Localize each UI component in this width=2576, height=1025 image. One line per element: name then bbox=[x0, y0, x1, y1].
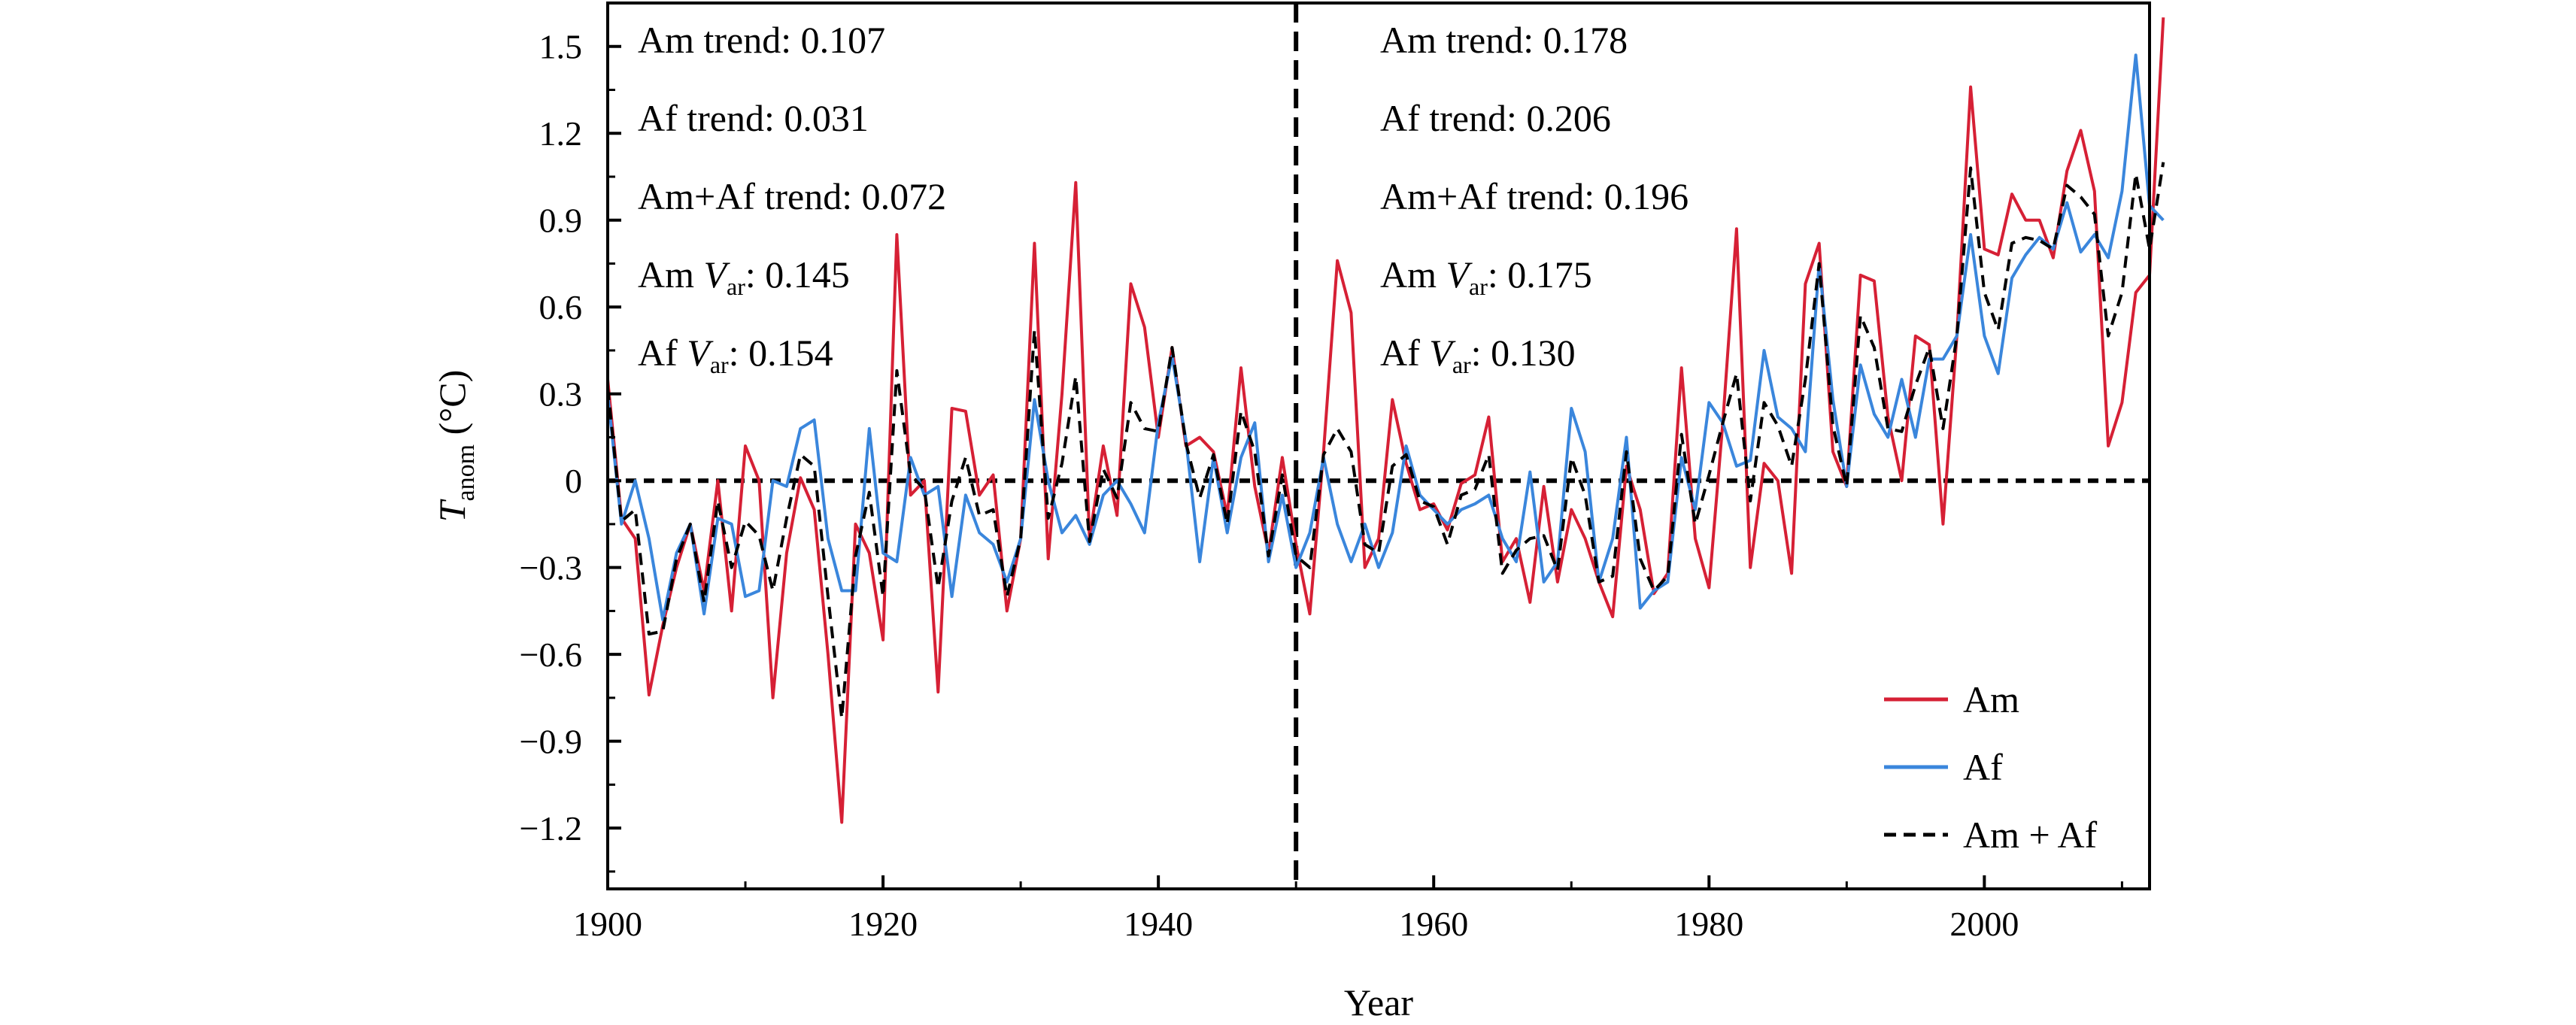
annotation-right-line-3: Am+Af trend: 0.196 bbox=[1380, 175, 1689, 217]
plot-frame bbox=[606, 2, 2151, 890]
x-tick-label: 1940 bbox=[1124, 905, 1193, 943]
y-axis-title: Tanom (°C) bbox=[431, 370, 480, 523]
y-tick-label: 0.3 bbox=[539, 375, 583, 414]
y-tick-label: −0.9 bbox=[520, 723, 582, 761]
x-axis-title: Year bbox=[1344, 981, 1413, 1021]
annotation-left-line-3: Am+Af trend: 0.072 bbox=[638, 175, 946, 217]
y-tick-label: 0.9 bbox=[539, 202, 583, 240]
annotation-left-line-5: Af Var: 0.154 bbox=[638, 332, 833, 378]
series-line-am_af bbox=[606, 162, 2165, 720]
x-tick-label: 2000 bbox=[1949, 905, 2019, 943]
series-line-af bbox=[606, 53, 2165, 621]
axes: 1.5 1.2 0.9 0.6 0.3 0 −0.3 −0.6 −0.9 −1.2 1900 1920… bbox=[431, 2, 2151, 1023]
legend-label-am_af[interactable]: Am + Af bbox=[1963, 814, 2098, 856]
annotation-right-line-1: Am trend: 0.178 bbox=[1380, 19, 1628, 61]
x-tick-label: 1960 bbox=[1399, 905, 1468, 943]
annotation-right-line-4: Am Var: 0.175 bbox=[1380, 253, 1592, 300]
series-line-am bbox=[606, 17, 2165, 824]
x-tick-label: 1980 bbox=[1674, 905, 1743, 943]
annotation-left-line-2: Af trend: 0.031 bbox=[638, 97, 869, 139]
y-tick-label: −0.3 bbox=[520, 549, 582, 587]
y-tick-label: 0.6 bbox=[539, 288, 583, 326]
x-tick-label: 1920 bbox=[848, 905, 918, 943]
legend-label-am[interactable]: Am bbox=[1963, 678, 2019, 720]
annotation-left-line-1: Am trend: 0.107 bbox=[638, 19, 885, 61]
series-lines bbox=[606, 17, 2165, 824]
annotation-left-line-4: Am Var: 0.145 bbox=[638, 253, 850, 300]
y-tick-label: −1.2 bbox=[520, 809, 582, 848]
x-tick-label: 1900 bbox=[573, 905, 642, 943]
y-tick-label: 1.5 bbox=[539, 28, 583, 66]
legend[interactable]: Am Af Am + Af bbox=[1884, 678, 2098, 856]
y-tick-label: 1.2 bbox=[539, 114, 583, 153]
y-tick-label: −0.6 bbox=[520, 635, 582, 674]
annotation-right-line-2: Af trend: 0.206 bbox=[1380, 97, 1611, 139]
annotation-right-line-5: Af Var: 0.130 bbox=[1380, 332, 1576, 378]
y-tick-label: 0 bbox=[565, 462, 582, 500]
legend-label-af[interactable]: Af bbox=[1963, 746, 2003, 788]
annotations: Am trend: 0.107 Af trend: 0.031 Am+Af tren… bbox=[638, 19, 1689, 378]
